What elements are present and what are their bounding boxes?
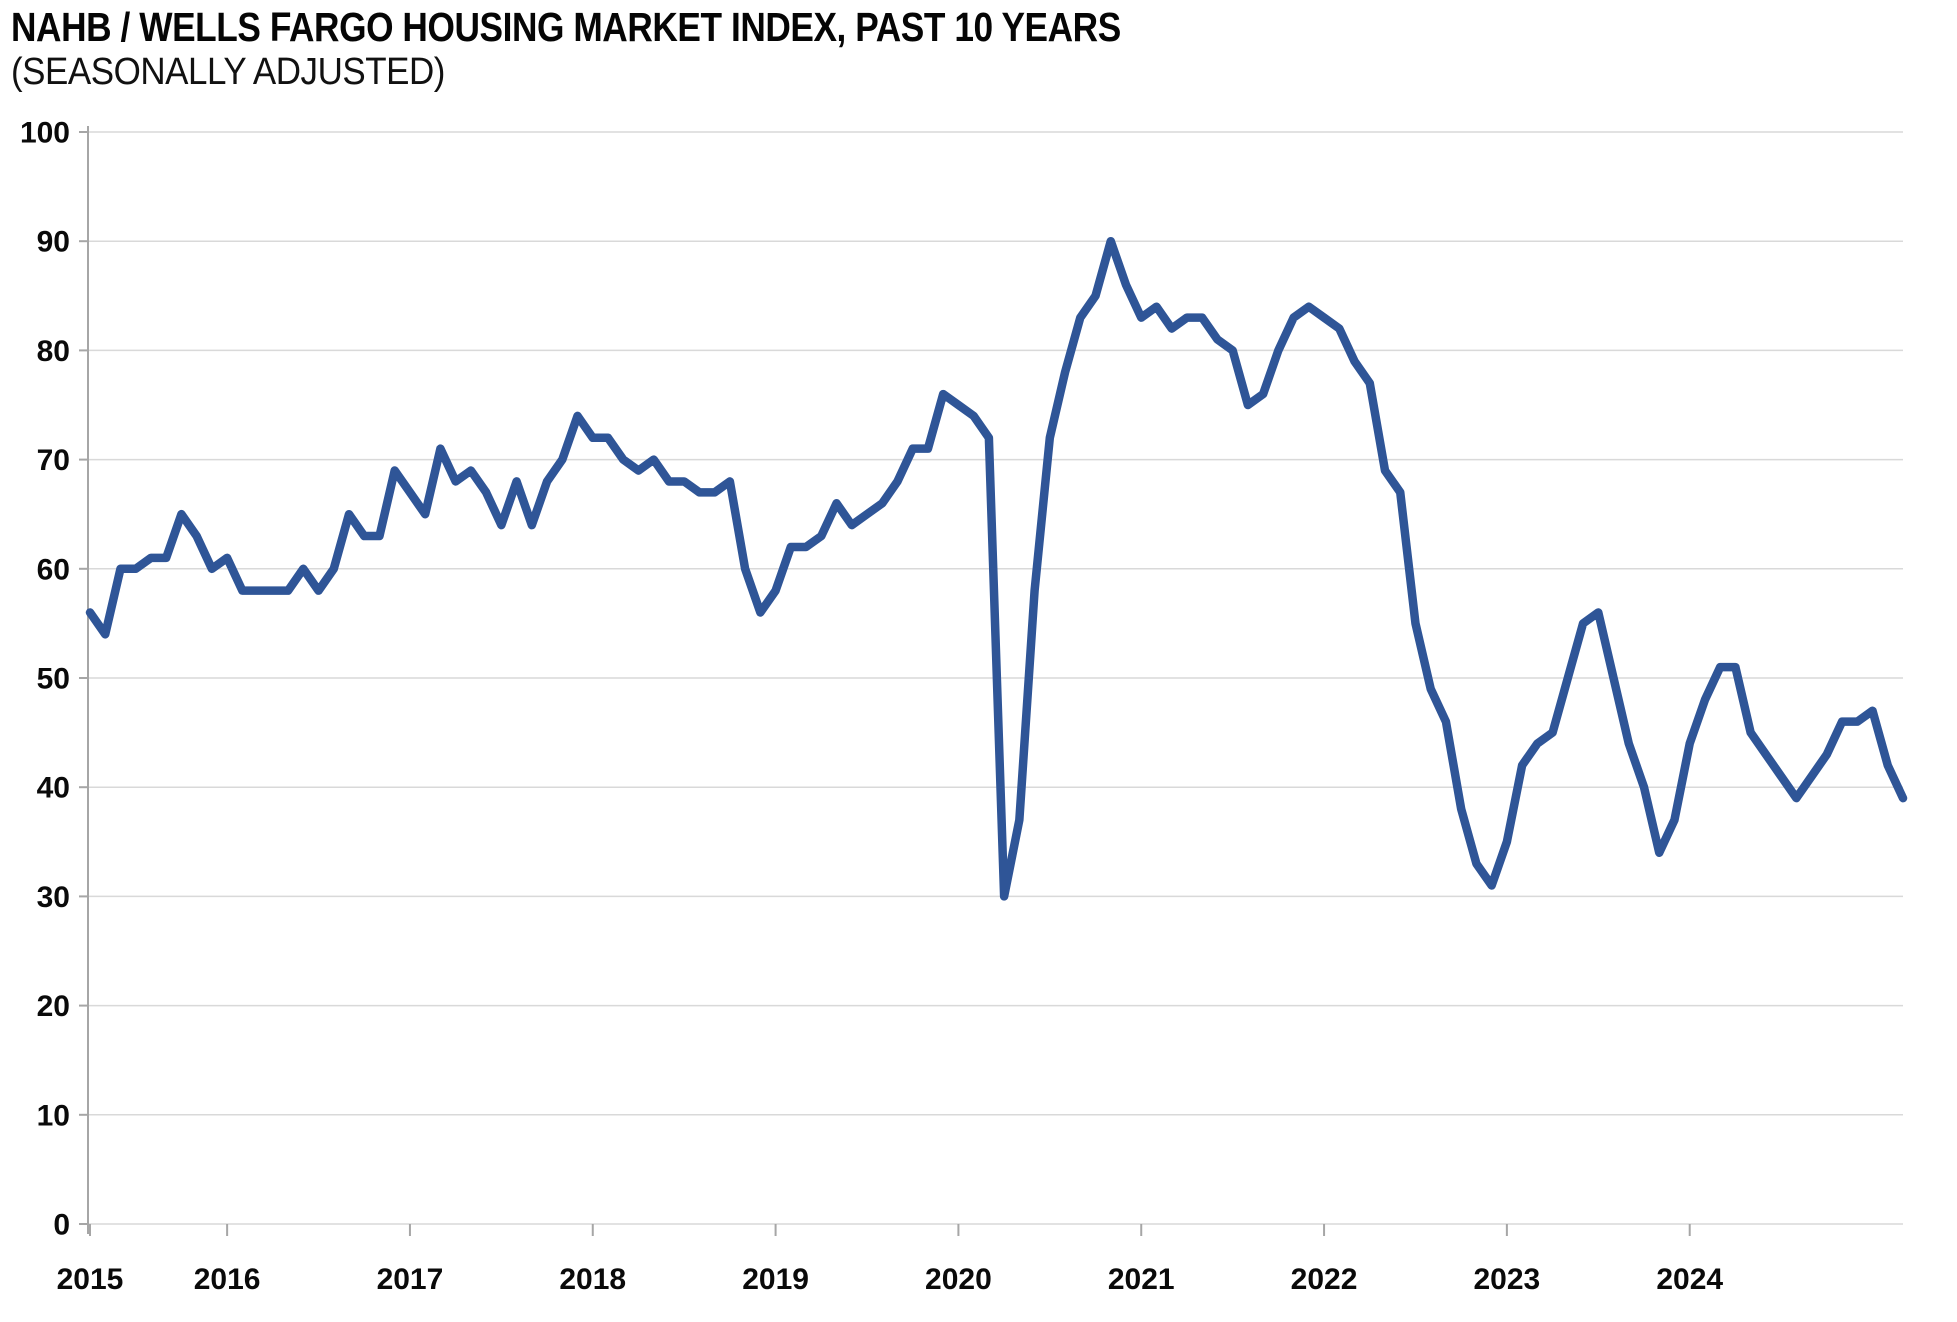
x-axis-label-2024: 2024 [1656, 1263, 1723, 1296]
axis-ticks [79, 131, 1691, 1236]
y-axis-label-0: 0 [53, 1209, 70, 1242]
y-axis-label-100: 100 [20, 117, 70, 150]
x-axis-label-2022: 2022 [1291, 1263, 1358, 1296]
x-axis-label-2017: 2017 [377, 1263, 444, 1296]
chart-subtitle: (SEASONALLY ADJUSTED) [11, 51, 445, 93]
x-axis-label-2019: 2019 [742, 1263, 809, 1296]
x-axis-label-2023: 2023 [1474, 1263, 1541, 1296]
hmi-line-series [85, 236, 1908, 901]
x-axis-label-2018: 2018 [559, 1263, 626, 1296]
hmi-data-line [85, 236, 1908, 901]
y-axis-label-60: 60 [37, 553, 70, 586]
y-axis-label-90: 90 [37, 226, 70, 259]
y-axis-label-20: 20 [37, 990, 70, 1023]
axis-labels: 0 10 20 30 40 50 60 70 80 90 100 2015 2016 2017 2018 20… [20, 117, 1723, 1297]
y-axis-label-50: 50 [37, 663, 70, 696]
x-axis-label-2016: 2016 [194, 1263, 261, 1296]
y-axis-label-40: 40 [37, 772, 70, 805]
chart-title: NAHB / WELLS FARGO HOUSING MARKET INDEX,… [11, 4, 1121, 50]
y-axis-label-10: 10 [37, 1099, 70, 1132]
x-axis-label-2015: 2015 [57, 1263, 124, 1296]
y-axis-label-30: 30 [37, 881, 70, 914]
y-axis-label-80: 80 [37, 335, 70, 368]
x-axis-label-2020: 2020 [925, 1263, 992, 1296]
x-axis-label-2021: 2021 [1108, 1263, 1175, 1296]
y-axis-label-70: 70 [37, 444, 70, 477]
